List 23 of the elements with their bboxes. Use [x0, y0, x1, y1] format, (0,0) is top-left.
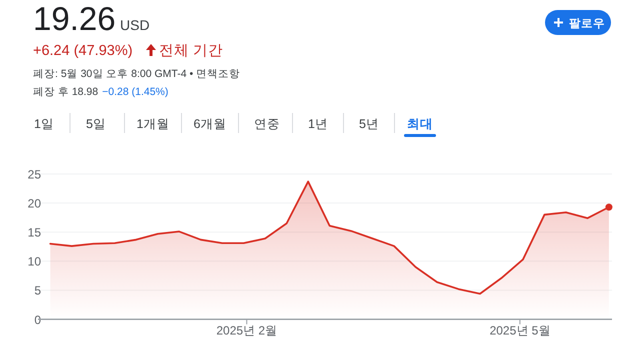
text: 팔로우	[569, 17, 605, 30]
x-tick-label: 2025년 5월	[490, 323, 550, 338]
text: 폐장: 5월 30일 오후 8:00 GMT-4 • 면책조항	[33, 68, 240, 80]
text: 전체 기간	[159, 43, 224, 59]
text: 최대	[407, 117, 433, 131]
chart-title: 19.26	[33, 0, 116, 37]
y-tick-label: 10	[28, 254, 42, 269]
text: 폐장 후 18.98	[33, 86, 98, 98]
text: 1일	[34, 117, 54, 131]
text: 5년	[359, 117, 379, 131]
y-tick-label: 15	[28, 226, 42, 240]
text: 연중	[254, 117, 280, 131]
y-tick-label: 5	[34, 284, 42, 298]
y-tick-label: 20	[28, 196, 42, 211]
text: 5일	[86, 117, 106, 131]
chart-subtitle: USD	[120, 17, 150, 33]
text: 6개월	[194, 117, 226, 131]
x-tick-label: 2025년 2월	[216, 323, 278, 338]
text: 1개월	[136, 117, 170, 131]
y-tick-label: 25	[28, 168, 42, 182]
text: +6.24 (47.93%)	[33, 43, 133, 59]
text: 1년	[308, 117, 328, 131]
text: −0.28 (1.45%)	[102, 86, 168, 98]
